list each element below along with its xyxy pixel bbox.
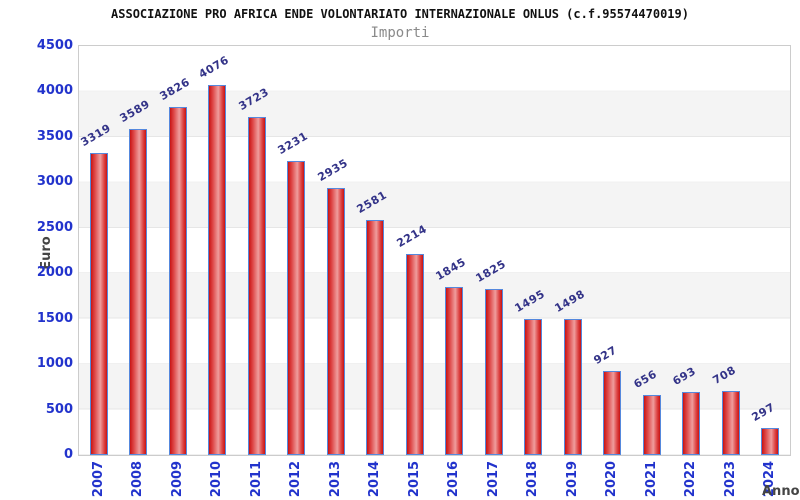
y-axis-tick-label: 3500 [36,128,73,144]
y-axis-tick-label: 4500 [36,38,73,53]
y-axis-tick-label: 2500 [36,219,73,235]
y-axis-tick-label: 0 [63,447,73,462]
bar-value-label: 3723 [236,85,272,113]
bar [168,107,187,455]
x-axis-tick-label: 2012 [288,460,304,498]
bar-value-label: 1825 [473,257,509,286]
x-axis-tick-label: 2016 [446,460,462,498]
bar [524,319,543,455]
x-axis-tick-label: 2015 [406,460,422,498]
y-axis-tick-label: 1500 [36,310,73,326]
x-axis-tick-label: 2010 [209,460,225,498]
chart-subtitle: Importi [370,25,430,41]
x-axis-tick-label: 2019 [564,460,580,498]
chart-title: ASSOCIAZIONE PRO AFRICA ENDE VOLONTARIAT… [111,7,689,21]
bar [366,220,385,455]
y-axis-tick-label: 500 [45,401,73,417]
bar [405,253,424,455]
bar-value-label: 3589 [117,97,153,125]
bar [89,153,108,455]
x-axis-tick-label: 2021 [643,460,659,498]
bar-value-label: 927 [591,343,620,367]
x-axis-tick-label: 2020 [604,460,620,498]
y-axis-tick-label: 4000 [36,83,73,99]
y-axis-tick-label: 1000 [36,356,73,372]
x-axis-tick-label: 2018 [525,460,541,498]
x-axis-title: Anno [762,484,800,499]
bar [642,395,661,455]
plot-area: 3319 3589 3826 4076 3723 3231 2935 2581 2214 1845… [78,45,791,456]
x-axis-tick-label: 2022 [683,460,699,498]
bar-value-label: 708 [710,363,738,387]
x-axis-tick-label: 2007 [90,460,106,498]
bar-value-label: 3319 [78,121,114,150]
x-axis-tick-label: 2011 [248,460,264,498]
y-axis-tick-label: 3000 [36,174,73,190]
bar-value-label: 656 [631,367,659,392]
bar-value-label: 2214 [394,222,430,250]
x-axis-tick-label: 2008 [130,460,146,498]
bar [682,392,701,455]
bar-value-label: 3826 [157,75,193,104]
bar [247,116,266,455]
bar-value-label: 4076 [196,52,232,81]
bar [445,287,464,455]
x-axis-tick-label: 2013 [327,460,343,498]
x-axis-tick-label: 2014 [367,460,383,498]
bar [326,188,345,455]
bar [761,428,780,455]
bar [208,84,227,455]
bar-value-label: 693 [670,364,699,389]
bar [563,318,582,455]
bar-value-label: 1498 [552,287,588,315]
x-axis-tick-label: 2017 [485,460,501,498]
bar-value-label: 1495 [512,287,548,316]
bar-value-label: 2581 [354,188,390,217]
bar [603,370,622,455]
y-axis-tick-label: 2000 [36,265,73,281]
x-axis-tick-label: 2009 [169,460,185,498]
bar-value-label: 3231 [275,129,311,158]
bar [129,128,148,455]
x-axis-tick-label: 2023 [722,460,738,498]
bar [287,161,306,455]
bar [721,390,740,455]
bar [484,289,503,455]
bar-value-label: 297 [749,400,778,425]
bar-value-label: 1845 [433,255,469,284]
bar-value-label: 2935 [315,156,351,185]
